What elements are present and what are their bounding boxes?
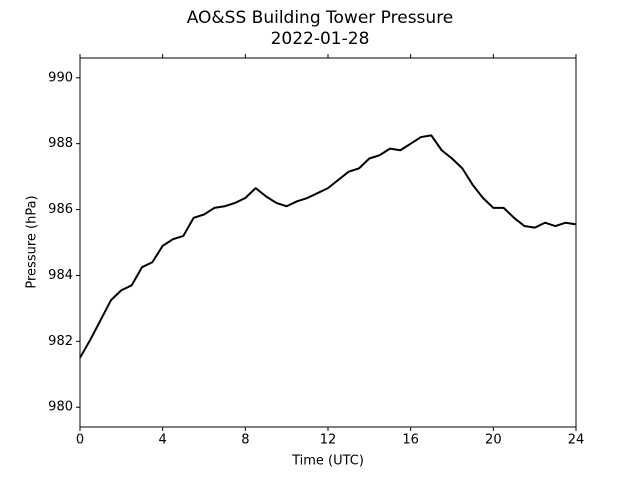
x-tick-label: 4: [159, 433, 167, 448]
axes-frame: [79, 57, 577, 428]
x-tick-label: 0: [76, 433, 84, 448]
x-tick-label: 20: [485, 433, 502, 448]
y-tick-label: 982: [48, 334, 73, 349]
y-tick-label: 984: [48, 268, 73, 283]
y-tick-label: 990: [48, 70, 73, 85]
line: [79, 134, 577, 359]
y-tick-label: 988: [48, 136, 73, 151]
y-axis-label: Pressure (hPa): [25, 195, 40, 288]
y-tick-label: 986: [48, 202, 73, 217]
x-tick-label: 24: [568, 433, 585, 448]
x-axis-label: Time (UTC): [291, 454, 364, 469]
x-tick-label: 16: [402, 433, 419, 448]
x-tick-label: 12: [320, 433, 337, 448]
chart-title: AO&SS Building Tower Pressure: [187, 8, 454, 28]
chart-subtitle: 2022-01-28: [271, 29, 370, 49]
y-tick-label: 980: [48, 400, 73, 415]
x-tick-label: 8: [241, 433, 249, 448]
